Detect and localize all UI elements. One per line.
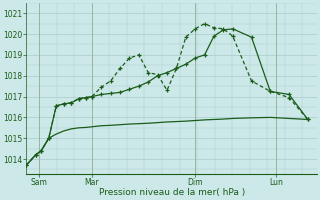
X-axis label: Pression niveau de la mer( hPa ): Pression niveau de la mer( hPa )	[99, 188, 245, 197]
